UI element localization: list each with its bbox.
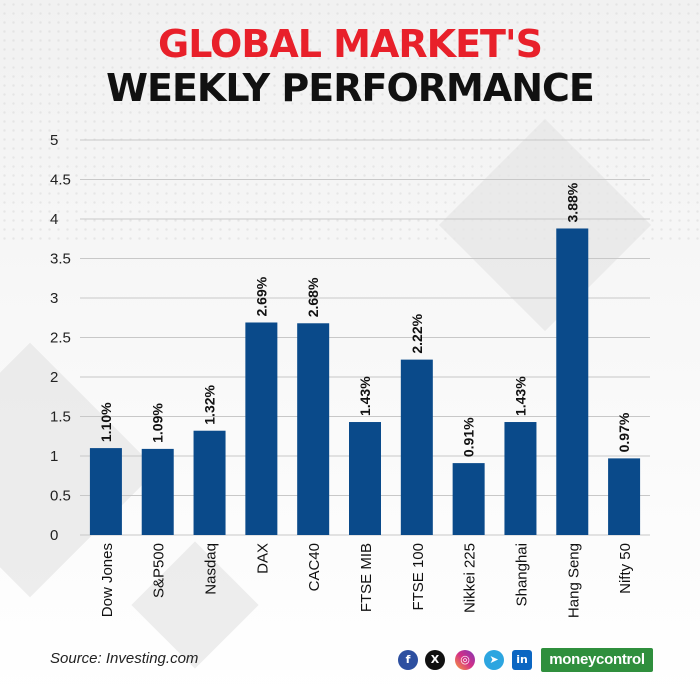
bar — [400, 359, 433, 535]
bar — [452, 463, 485, 535]
bar — [245, 322, 278, 535]
y-tick-label: 1.5 — [50, 409, 71, 426]
x-icon[interactable]: X — [425, 650, 445, 670]
data-label: 1.43% — [357, 376, 373, 416]
telegram-icon[interactable]: ➤ — [484, 650, 504, 670]
chart-title-line2: WEEKLY PERFORMANCE — [106, 66, 595, 110]
x-tick-label: Hang Seng — [565, 543, 582, 618]
y-tick-label: 5 — [50, 132, 58, 149]
linkedin-icon[interactable]: in — [512, 650, 532, 670]
x-tick-label: DAX — [254, 543, 271, 574]
y-tick-label: 0 — [50, 527, 58, 544]
source-note: Source: Investing.com — [50, 650, 199, 667]
y-tick-label: 2.5 — [50, 330, 71, 347]
data-label: 2.22% — [409, 313, 425, 353]
data-label: 1.32% — [202, 384, 218, 424]
moneycontrol-logo: moneycontrol — [541, 648, 653, 672]
x-tick-label: FTSE 100 — [410, 543, 427, 611]
y-tick-label: 4 — [50, 211, 58, 228]
x-tick-label: Nifty 50 — [617, 543, 634, 594]
data-label: 2.68% — [305, 277, 321, 317]
bar — [504, 422, 537, 535]
x-tick-label: Nikkei 225 — [462, 543, 479, 613]
data-label: 0.97% — [616, 412, 632, 452]
x-tick-label: CAC40 — [306, 543, 323, 591]
data-label: 3.88% — [564, 182, 580, 222]
y-tick-label: 3 — [50, 290, 58, 307]
y-tick-label: 4.5 — [50, 172, 71, 189]
chart-title-line1: GLOBAL MARKET'S — [158, 22, 543, 66]
data-label: 2.69% — [253, 276, 269, 316]
y-tick-label: 1 — [50, 448, 58, 465]
x-tick-label: Nasdaq — [203, 543, 220, 595]
facebook-icon[interactable]: f — [398, 650, 418, 670]
bar — [193, 430, 226, 535]
data-label: 1.09% — [150, 403, 166, 443]
y-tick-label: 2 — [50, 369, 58, 386]
bar — [349, 422, 381, 535]
data-label: 1.10% — [98, 402, 114, 442]
data-label: 0.91% — [461, 417, 477, 457]
bar — [556, 228, 589, 536]
x-tick-label: S&P500 — [151, 543, 168, 598]
bar — [141, 448, 174, 535]
bar — [297, 323, 330, 535]
y-tick-label: 0.5 — [50, 488, 71, 505]
y-tick-label: 3.5 — [50, 251, 71, 268]
bar — [89, 448, 122, 535]
x-tick-label: Dow Jones — [99, 543, 116, 617]
data-label: 1.43% — [512, 376, 528, 416]
x-tick-label: FTSE MIB — [358, 543, 375, 612]
bar — [608, 458, 641, 535]
instagram-icon[interactable]: ◎ — [455, 650, 475, 670]
x-tick-label: Shanghai — [513, 543, 530, 606]
